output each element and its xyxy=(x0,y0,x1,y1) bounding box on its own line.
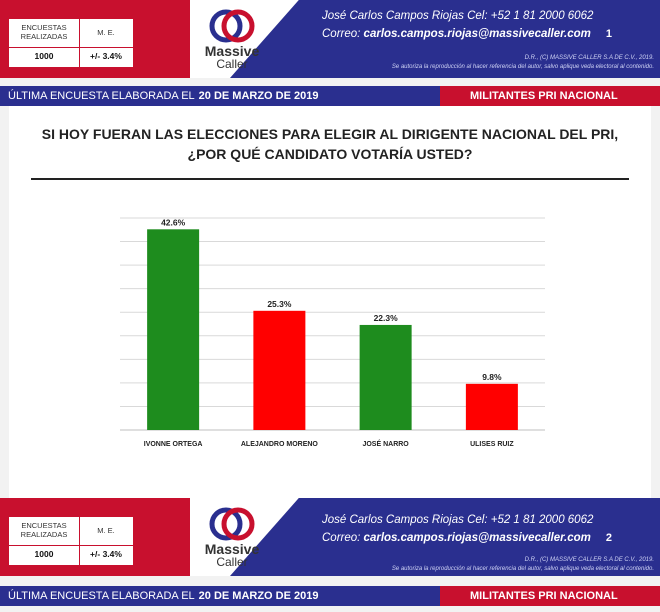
logo-mark-icon xyxy=(209,9,255,43)
survey-stats-box: ENCUESTAS REALIZADAS M. E. 1000 +/- 3.4% xyxy=(8,18,134,68)
category-label: ALEJANDRO MORENO xyxy=(241,441,319,448)
rights-line-2: Se autoriza la reproducción al hacer ref… xyxy=(391,64,654,70)
stat-label-surveys: ENCUESTAS REALIZADAS xyxy=(20,23,68,41)
contact-phone: José Carlos Campos Riojas Cel: +52 1 81 … xyxy=(322,10,594,22)
contact-email-prefix: Correo: xyxy=(322,532,364,544)
logo-brand: Massive xyxy=(204,541,260,557)
stat-value-surveys: 1000 xyxy=(34,549,54,559)
question-title: SI HOY FUERAN LAS ELECCIONES PARA ELEGIR… xyxy=(9,124,651,164)
bar-chart: 42.6% IVONNE ORTEGA 25.3% ALEJANDRO MORENO 2… xyxy=(120,217,545,448)
strip-label: ÚLTIMA ENCUESTA ELABORADA EL xyxy=(8,90,195,102)
header-top: ENCUESTAS REALIZADAS M. E. 1000 +/- 3.4%… xyxy=(0,0,660,78)
data-label: 42.6% xyxy=(161,217,186,227)
strip-label: ÚLTIMA ENCUESTA ELABORADA EL xyxy=(8,590,195,602)
logo-sub: Caller xyxy=(216,57,248,71)
logo-mark-icon xyxy=(209,507,255,541)
logo-sub: Caller xyxy=(216,555,248,569)
stat-label-margin: M. E. xyxy=(97,526,115,535)
massive-caller-logo: Massive Caller xyxy=(182,6,282,72)
logo-brand: Massive xyxy=(204,43,260,59)
page-number: 2 xyxy=(605,532,612,544)
stat-value-surveys: 1000 xyxy=(34,51,54,61)
category-label: JOSÉ NARRO xyxy=(362,439,409,448)
data-label: 22.3% xyxy=(374,313,399,323)
bar xyxy=(253,310,306,430)
stat-label-surveys: ENCUESTAS REALIZADAS xyxy=(20,521,68,539)
chart-panel: SI HOY FUERAN LAS ELECCIONES PARA ELEGIR… xyxy=(9,106,651,500)
bar xyxy=(147,229,200,430)
question-line-2: ¿POR QUÉ CANDIDATO VOTARÍA USTED? xyxy=(187,146,473,162)
question-line-1: SI HOY FUERAN LAS ELECCIONES PARA ELEGIR… xyxy=(41,126,619,142)
strip-date: 20 DE MARZO DE 2019 xyxy=(198,90,319,102)
category-label: ULISES RUIZ xyxy=(470,441,514,448)
strip-date: 20 DE MARZO DE 2019 xyxy=(198,590,319,602)
data-label: 25.3% xyxy=(267,299,292,309)
header-blue-band xyxy=(230,0,660,78)
contact-email-prefix: Correo: xyxy=(322,28,364,40)
bar xyxy=(359,324,412,430)
survey-date-strip: ÚLTIMA ENCUESTA ELABORADA EL 20 DE MARZO … xyxy=(0,586,660,606)
page-number: 1 xyxy=(605,28,612,40)
bar xyxy=(465,383,518,430)
stat-value-margin: +/- 3.4% xyxy=(90,51,122,61)
rights-line-2: Se autoriza la reproducción al hacer ref… xyxy=(391,566,654,572)
contact-email[interactable]: carlos.campos.riojas@massivecaller.com xyxy=(363,28,591,40)
header-blue-band xyxy=(230,498,660,576)
stat-value-margin: +/- 3.4% xyxy=(90,549,122,559)
data-label: 9.8% xyxy=(482,372,502,382)
rights-line-1: D.R., (C) MASSIVE CALLER S.A DE C.V., 20… xyxy=(524,557,654,563)
massive-caller-logo: Massive Caller xyxy=(182,504,282,570)
contact-phone: José Carlos Campos Riojas Cel: +52 1 81 … xyxy=(322,514,594,526)
survey-stats-box: ENCUESTAS REALIZADAS M. E. 1000 +/- 3.4% xyxy=(8,516,134,566)
strip-category: MILITANTES PRI NACIONAL xyxy=(470,90,618,102)
title-divider xyxy=(31,178,629,180)
contact-email[interactable]: carlos.campos.riojas@massivecaller.com xyxy=(363,532,591,544)
category-label: IVONNE ORTEGA xyxy=(144,441,203,448)
strip-category: MILITANTES PRI NACIONAL xyxy=(470,590,618,602)
rights-line-1: D.R., (C) MASSIVE CALLER S.A DE C.V., 20… xyxy=(524,55,654,61)
survey-date-strip: ÚLTIMA ENCUESTA ELABORADA EL 20 DE MARZO … xyxy=(0,86,660,106)
header-bottom: ENCUESTAS REALIZADAS M. E. 1000 +/- 3.4%… xyxy=(0,498,660,576)
stat-label-margin: M. E. xyxy=(97,28,115,37)
